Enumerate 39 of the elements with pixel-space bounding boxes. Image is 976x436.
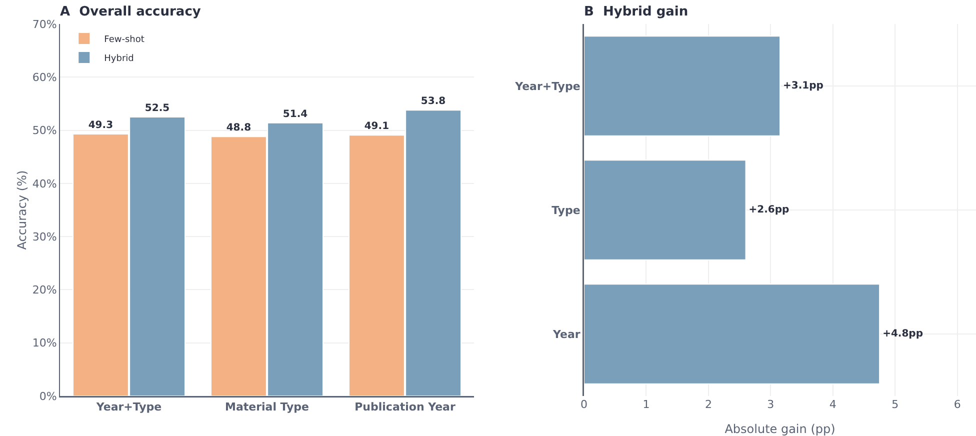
data-label: 49.1 [364,121,390,132]
legend-label: Few-shot [104,35,145,46]
y-tick-label: 20% [32,284,57,297]
x-tick-label: Material Type [224,400,310,414]
data-label: +3.1pp [783,80,824,92]
x-axis-title: Absolute gain (pp) [724,422,836,436]
x-tick-label: 1 [642,398,650,411]
chart-title: B Hybrid gain [584,4,688,20]
bar [584,36,780,136]
y-axis-title: Accuracy (%) [15,170,29,250]
data-label: 48.8 [226,122,252,134]
data-label: 51.4 [282,108,308,120]
y-tick-label: Year [552,328,581,341]
y-tick-label: 0% [39,390,57,403]
y-tick-label: Type [552,204,580,217]
x-tick-label: Year+Type [95,400,162,414]
bar [584,160,746,260]
data-label: 52.5 [144,103,170,114]
y-tick-label: 50% [32,124,57,138]
y-tick-label: 30% [32,230,57,244]
data-label: +4.8pp [882,328,923,340]
y-tick-label: 40% [32,177,57,190]
bar [584,284,880,384]
y-tick-label: 60% [32,70,57,84]
x-tick-label: 4 [829,398,836,411]
data-label: 53.8 [420,96,446,108]
y-tick-label: 70% [32,18,57,31]
x-tick-label: Publication Year [354,400,456,414]
x-tick-label: 3 [767,398,774,411]
x-tick-label: 0 [580,398,588,411]
x-tick-label: 2 [704,398,712,411]
legend-label: Hybrid [104,54,134,64]
x-tick-label: 6 [954,398,961,411]
data-label: 49.3 [88,120,114,132]
x-tick-label: 5 [892,398,899,411]
data-label: +2.6pp [748,204,790,216]
chart-title: A Overall accuracy [60,4,202,20]
y-tick-label: 10% [32,336,57,350]
y-tick-label: Year+Type [514,80,580,93]
